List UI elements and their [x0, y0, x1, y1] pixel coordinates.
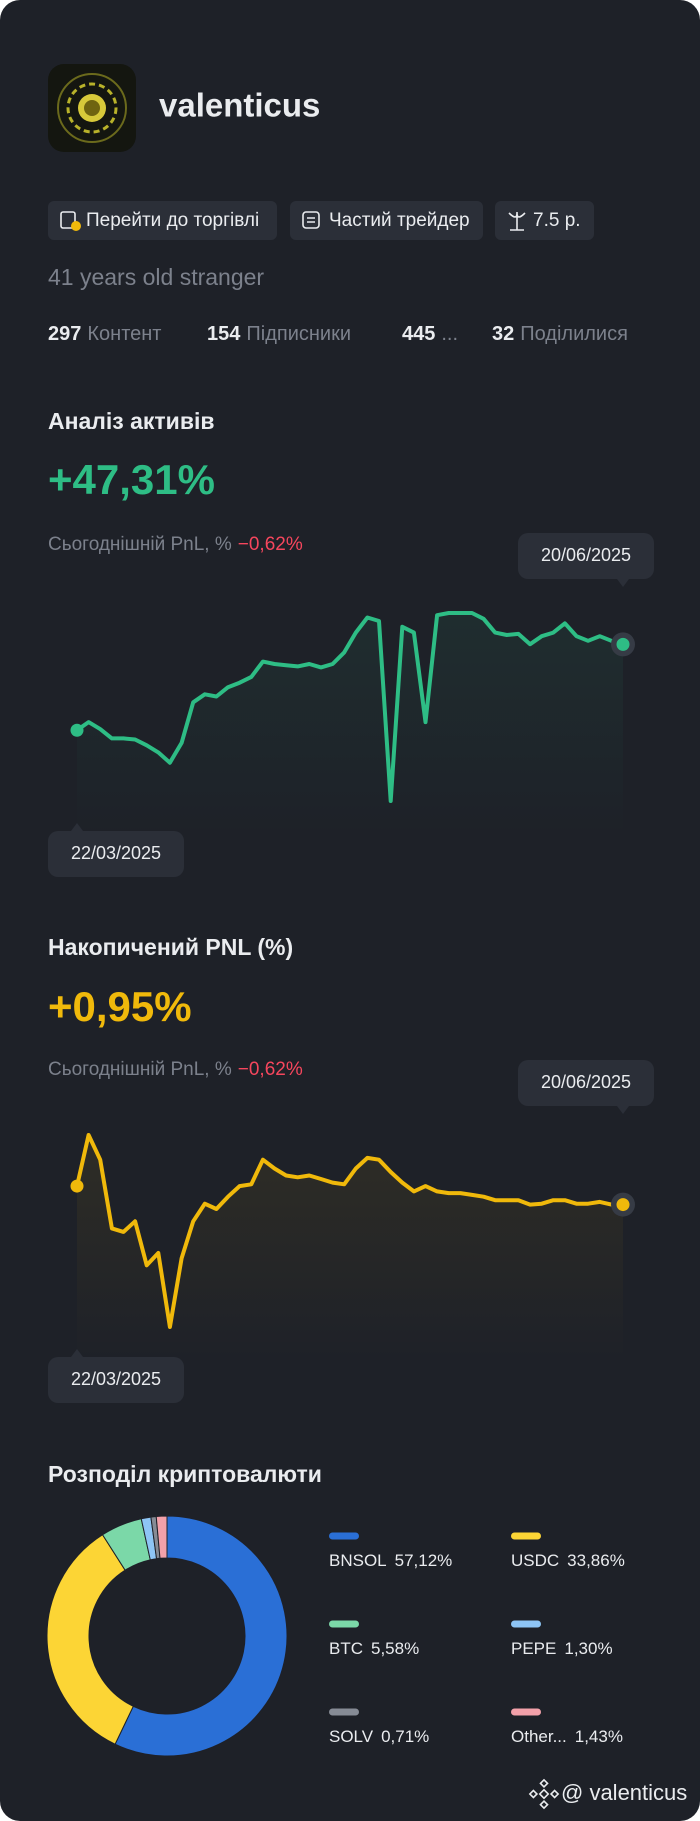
tooltip-pointer — [617, 1106, 629, 1114]
legend-entry: Other... 1,43% — [511, 1727, 623, 1746]
headline: +47,31% — [48, 456, 215, 503]
legend-name: BNSOL — [329, 1551, 387, 1570]
date-tooltip — [518, 1060, 654, 1106]
legend-value: 1,43% — [575, 1727, 623, 1746]
stat-count: 445 — [402, 323, 435, 345]
legend-name: PEPE — [511, 1639, 556, 1658]
subtitle: Сьогоднішній PnL, % −0,62% — [48, 534, 303, 555]
legend-name: BTC — [329, 1639, 363, 1658]
section-title: Аналіз активів — [48, 408, 215, 434]
end-date: 20/06/2025 — [541, 1072, 631, 1092]
today-pnl: −0,62% — [238, 534, 303, 555]
subtitle-label: Сьогоднішній PnL, % — [48, 1059, 232, 1080]
end-date: 20/06/2025 — [541, 545, 631, 565]
today-pnl: −0,62% — [238, 1059, 303, 1080]
start-dot — [70, 1179, 84, 1193]
date-tooltip — [518, 533, 654, 579]
stat-count: 297 — [48, 323, 81, 345]
line — [75, 611, 624, 803]
stat: 32 Поділилися — [492, 323, 628, 345]
legend-name: SOLV — [329, 1727, 374, 1746]
stat: 445... — [402, 323, 458, 345]
section-title: Розподіл криптовалюти — [48, 1461, 322, 1487]
tooltip-pointer — [71, 1349, 83, 1357]
line-area — [77, 1135, 623, 1361]
tooltip-pointer — [617, 579, 629, 587]
stat-count: 32 — [492, 323, 514, 345]
stat-label: Поділилися — [520, 323, 628, 345]
legend-value: 33,86% — [567, 1551, 625, 1570]
start-dot — [70, 723, 84, 737]
headline: +0,95% — [48, 983, 192, 1030]
stats: 297 Контент 154 Підписники 445... 32 Поділилис… — [48, 323, 628, 345]
donut-segment — [155, 1515, 168, 1559]
date-tooltip — [48, 1357, 184, 1403]
legend-name: USDC — [511, 1551, 559, 1570]
subtitle-label: Сьогоднішній PnL, % — [48, 534, 232, 555]
legend-swatch — [511, 1708, 541, 1716]
avatar — [48, 64, 136, 152]
legend-entry: USDC 33,86% — [511, 1551, 625, 1570]
legend-swatch — [511, 1532, 541, 1540]
line-area — [77, 613, 623, 836]
donut-segment — [114, 1515, 288, 1757]
footer: @ valenticus — [528, 1778, 687, 1810]
subtitle: Сьогоднішній PnL, % −0,62% — [48, 1059, 303, 1080]
legend-entry: SOLV 0,71% — [329, 1727, 429, 1746]
legend-name: Other... — [511, 1727, 567, 1746]
legend-swatch — [329, 1708, 359, 1716]
tag-trader[interactable]: Частий трейдер — [290, 201, 483, 240]
legend-value: 0,71% — [381, 1727, 429, 1746]
legend-entry: PEPE 1,30% — [511, 1639, 613, 1658]
donut-segment — [46, 1534, 134, 1745]
start-date: 22/03/2025 — [71, 843, 161, 863]
tag-label[interactable]: Перейти до торгівлі — [86, 210, 259, 231]
end-dot — [616, 637, 630, 651]
stat-label: ... — [441, 323, 458, 345]
legend-entry: BNSOL 57,12% — [329, 1551, 452, 1570]
legend-swatch — [511, 1620, 541, 1628]
footer-handle: @ valenticus — [561, 1780, 687, 1805]
tag-label[interactable]: Частий трейдер — [329, 210, 470, 231]
stat: 297 Контент — [48, 323, 161, 345]
tag-label[interactable]: 7.5 р. — [533, 210, 581, 231]
tag-trade[interactable]: Перейти до торгівлі — [48, 201, 277, 240]
legend-swatch — [329, 1620, 359, 1628]
legend-entry: BTC 5,58% — [329, 1639, 419, 1658]
legend-swatch — [329, 1532, 359, 1540]
tag-years[interactable]: 7.5 р. — [495, 201, 594, 240]
username: valenticus — [159, 87, 320, 124]
legend-value: 57,12% — [395, 1551, 453, 1570]
bio: 41 years old stranger — [48, 264, 264, 290]
legend-value: 1,30% — [564, 1639, 612, 1658]
stat-label: Контент — [87, 323, 161, 345]
stat-count: 154 — [207, 323, 241, 345]
section-title: Накопичений PNL (%) — [48, 934, 293, 960]
line — [75, 1133, 623, 1329]
stat-label: Підписники — [246, 323, 351, 345]
legend-value: 5,58% — [371, 1639, 419, 1658]
end-dot — [616, 1198, 630, 1212]
start-date: 22/03/2025 — [71, 1369, 161, 1389]
stat: 154 Підписники — [207, 323, 351, 345]
date-tooltip — [48, 831, 184, 877]
tooltip-pointer — [71, 823, 83, 831]
